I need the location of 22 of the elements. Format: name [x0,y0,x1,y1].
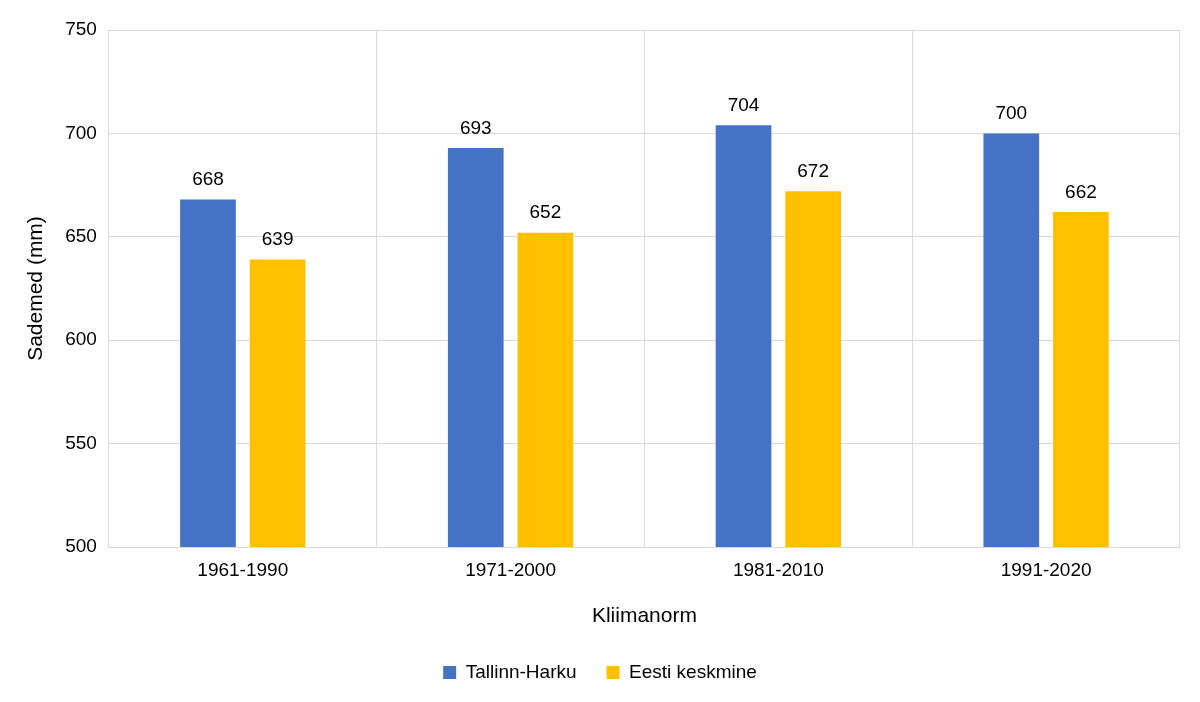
y-tick-label: 650 [65,225,97,247]
y-tick-label: 750 [65,18,97,40]
x-tick-label: 1961-1990 [197,558,289,580]
y-tick-label: 550 [65,431,97,453]
x-tick-label: 1981-2010 [732,558,824,580]
data-label: 662 [1065,180,1097,202]
x-tick-label: 1971-2000 [465,558,556,580]
legend-label: Eesti keskmine [629,660,757,682]
y-axis-title: Sademed (mm) [23,216,47,361]
y-tick-label: 600 [65,328,97,350]
x-tick-label: 1991-2020 [1000,558,1092,580]
data-label: 704 [727,93,760,115]
data-label: 700 [995,102,1028,124]
data-label: 639 [261,228,294,250]
y-tick-label: 700 [65,121,97,143]
data-label: 672 [797,160,829,182]
data-label: 668 [192,168,224,190]
x-axis-title: Kliimanorm [591,603,697,627]
legend-label: Tallinn-Harku [465,660,577,682]
data-label: 652 [529,201,562,223]
data-label: 693 [459,116,492,138]
y-tick-label: 500 [65,535,97,557]
